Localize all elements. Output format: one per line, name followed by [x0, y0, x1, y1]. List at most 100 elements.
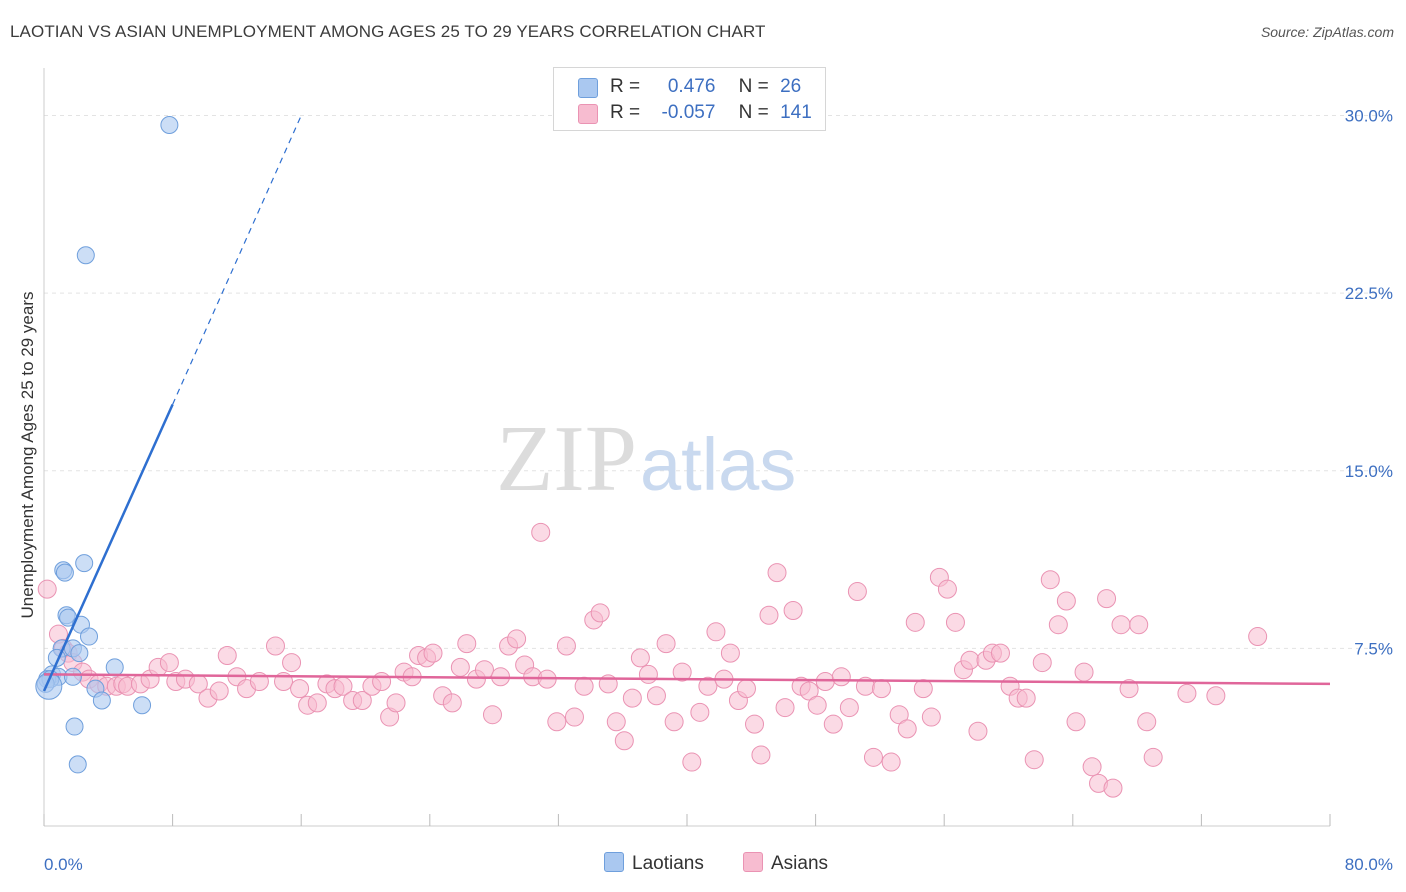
asian-point	[1032, 653, 1052, 673]
asian-point	[720, 643, 740, 663]
asian-point	[905, 612, 925, 632]
asian-point	[945, 612, 965, 632]
asian-points	[37, 522, 1268, 798]
asian-point	[960, 650, 980, 670]
asian-point	[672, 662, 692, 682]
y-tick-label: 22.5%	[1345, 284, 1393, 303]
y-tick-label: 7.5%	[1354, 639, 1393, 658]
asian-point	[831, 667, 851, 687]
asian-point	[1082, 757, 1102, 777]
asian-point	[606, 712, 626, 732]
watermark-zip: ZIP	[496, 407, 637, 511]
asian-point	[638, 664, 658, 684]
asian-point	[751, 745, 771, 765]
asian-point	[217, 645, 237, 665]
chart-title: LAOTIAN VS ASIAN UNEMPLOYMENT AMONG AGES…	[10, 22, 766, 41]
legend-r-label: R =	[610, 76, 641, 97]
watermark: ZIP atlas	[496, 407, 796, 511]
laotians-legend-swatch	[604, 852, 624, 872]
asian-point	[1129, 615, 1149, 635]
asian-point	[736, 679, 756, 699]
asian-point	[839, 698, 859, 718]
laotian-point	[105, 658, 124, 677]
asian-point	[474, 660, 494, 680]
asian-point	[682, 752, 702, 772]
asian-trend-line	[43, 673, 1331, 686]
asian-point	[423, 643, 443, 663]
asian-point	[564, 707, 584, 727]
asian-point	[968, 721, 988, 741]
asian-point	[656, 634, 676, 654]
bottom-legend-asians: Asians	[743, 852, 828, 876]
watermark-atlas: atlas	[640, 423, 796, 506]
asian-point	[698, 676, 718, 696]
legend-n-label: N =	[738, 102, 769, 123]
asian-point	[863, 747, 883, 767]
laotian-point	[80, 627, 99, 646]
asian-point	[622, 688, 642, 708]
laotian-point	[92, 691, 111, 710]
asian-point	[783, 600, 803, 620]
asians-legend-label: Asians	[771, 853, 829, 874]
asian-point	[1111, 615, 1131, 635]
laotian-trend-line	[42, 403, 174, 692]
asian-point	[664, 712, 684, 732]
asian-point	[881, 752, 901, 772]
asian-point	[290, 679, 310, 699]
asian-point	[282, 653, 302, 673]
asian-point	[889, 705, 909, 725]
asian-point	[815, 672, 835, 692]
asian-point	[614, 731, 634, 751]
asian-point	[265, 636, 285, 656]
laotian-point	[70, 644, 89, 663]
asian-point	[1206, 686, 1226, 706]
laotian-point	[68, 755, 87, 774]
laotian-n-value: 26	[780, 76, 802, 97]
asian-point	[807, 695, 827, 715]
asian-point	[352, 690, 372, 710]
asian-point	[386, 693, 406, 713]
asian-point	[913, 679, 933, 699]
asian-point	[799, 681, 819, 701]
asian-point	[1024, 750, 1044, 770]
asian-point	[1074, 662, 1094, 682]
asian-point	[646, 686, 666, 706]
asian-point	[1143, 747, 1163, 767]
correlation-legend: R = 0.476 N = 26 R = -0.057 N = 141	[553, 67, 826, 131]
asian-point	[775, 698, 795, 718]
asian-point	[1066, 712, 1086, 732]
laotian-point	[75, 554, 94, 573]
asian-point	[457, 634, 477, 654]
asian-swatch	[578, 104, 598, 124]
asian-point	[1097, 589, 1117, 609]
x-tick-label-min: 0.0%	[44, 855, 83, 874]
asian-point	[1016, 688, 1036, 708]
legend-r-label: R =	[610, 102, 641, 123]
asian-point	[159, 653, 179, 673]
asian-point	[547, 712, 567, 732]
laotian-swatch	[578, 78, 598, 98]
asian-point	[1103, 778, 1123, 798]
laotian-point	[55, 563, 74, 582]
asian-point	[745, 714, 765, 734]
asian-point	[556, 636, 576, 656]
laotian-point	[65, 717, 84, 736]
asian-point	[307, 693, 327, 713]
asian-point	[767, 563, 787, 583]
asian-point	[1177, 683, 1197, 703]
asian-point	[507, 629, 527, 649]
chart-source: Source: ZipAtlas.com	[1260, 24, 1394, 40]
asian-point	[37, 579, 57, 599]
bottom-legend-laotians: Laotians	[604, 852, 704, 876]
asian-point	[706, 622, 726, 642]
laotian-point	[63, 667, 82, 686]
asian-point	[990, 643, 1010, 663]
gridlines	[44, 115, 1393, 649]
axes	[43, 68, 1331, 827]
asian-point	[847, 582, 867, 602]
laotian-point	[35, 672, 63, 700]
asian-point	[1040, 570, 1060, 590]
x-tick-label-max: 80.0%	[1345, 855, 1393, 874]
laotians-legend-label: Laotians	[632, 853, 704, 874]
laotian-point	[160, 115, 179, 134]
